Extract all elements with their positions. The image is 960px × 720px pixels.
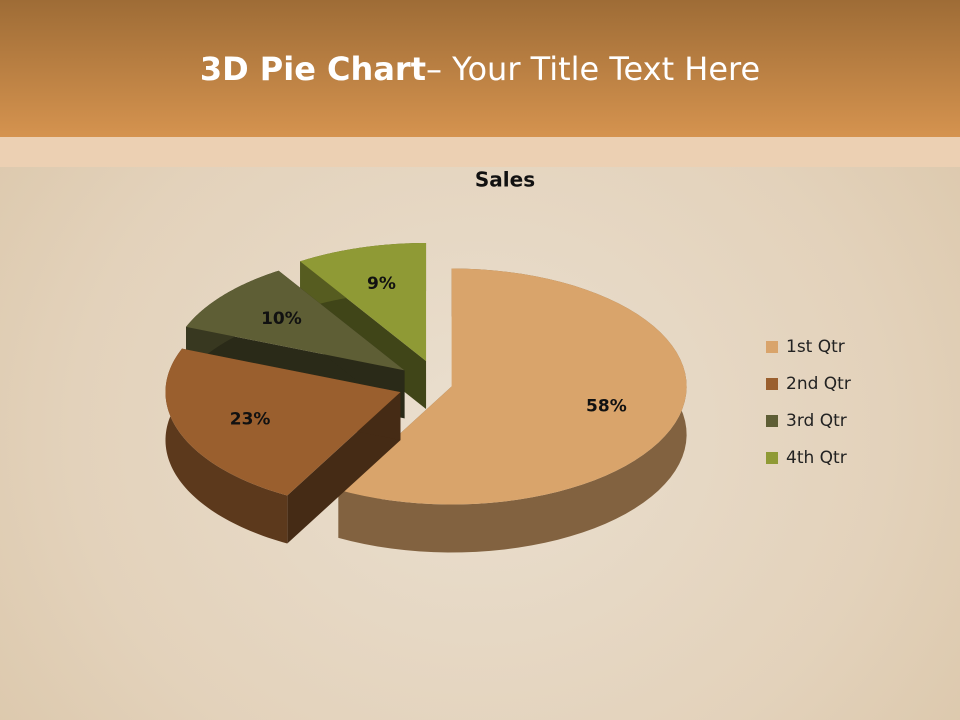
legend-swatch (766, 378, 778, 390)
legend-label: 3rd Qtr (786, 411, 847, 431)
title-bold: 3D Pie Chart (199, 50, 426, 88)
pie-slice (300, 242, 427, 361)
slice-side (165, 348, 288, 544)
legend-label: 1st Qtr (786, 337, 845, 357)
title-rest: – Your Title Text Here (425, 50, 761, 88)
data-label: 10% (261, 309, 302, 329)
legend-label: 2nd Qtr (786, 374, 851, 394)
slide-title: 3D Pie Chart– Your Title Text Here (0, 50, 960, 88)
pie-slice (165, 348, 401, 496)
header-band (0, 0, 960, 137)
data-label: 23% (230, 409, 271, 429)
pie-slice (186, 270, 405, 371)
legend-label: 4th Qtr (786, 448, 847, 468)
data-label: 58% (586, 396, 627, 416)
chart-title: Sales (475, 168, 535, 192)
pie-slice (338, 268, 687, 505)
header-strip (0, 137, 960, 167)
data-label: 9% (367, 274, 396, 294)
legend-swatch (766, 415, 778, 427)
legend-swatch (766, 452, 778, 464)
legend-swatch (766, 341, 778, 353)
